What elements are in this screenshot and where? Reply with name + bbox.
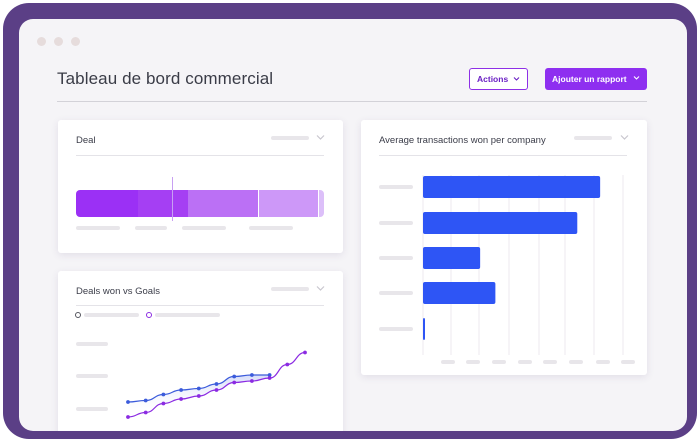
goals-series-won-point bbox=[143, 398, 148, 403]
goals-series-goal-point bbox=[267, 376, 272, 380]
header-divider bbox=[57, 101, 647, 102]
avg-tick-label-placeholder bbox=[543, 360, 557, 364]
deal-card: Deal bbox=[58, 120, 343, 253]
avg-transactions-card: Average transactions won per company bbox=[361, 120, 647, 375]
add-report-button[interactable]: Ajouter un rapport bbox=[545, 68, 647, 90]
card-divider bbox=[76, 155, 324, 156]
goals-series-goal-point bbox=[303, 350, 307, 355]
chevron-down-icon[interactable] bbox=[620, 134, 629, 141]
avg-tick-label-placeholder bbox=[492, 360, 506, 364]
y-axis-label-placeholder bbox=[76, 374, 108, 378]
goals-series-goal-point bbox=[232, 380, 237, 385]
chevron-down-icon[interactable] bbox=[316, 134, 325, 141]
legend-marker-won bbox=[75, 312, 81, 318]
avg-tick-label-placeholder bbox=[621, 360, 635, 364]
deal-segment bbox=[76, 190, 138, 217]
deal-stacked-bar bbox=[76, 190, 324, 217]
chevron-down-icon bbox=[513, 77, 520, 81]
y-axis-label-placeholder bbox=[76, 342, 108, 346]
window-control-maximize[interactable] bbox=[71, 37, 80, 46]
deal-axis-label-placeholder bbox=[249, 226, 293, 230]
goals-series-goal-point bbox=[196, 394, 201, 398]
goals-series-goal-point bbox=[143, 410, 148, 415]
actions-button[interactable]: Actions bbox=[469, 68, 528, 90]
card-filter-placeholder bbox=[271, 136, 309, 140]
avg-bar bbox=[423, 247, 481, 269]
avg-bar bbox=[423, 318, 425, 340]
avg-card-title: Average transactions won per company bbox=[379, 135, 546, 146]
goals-series-won-point bbox=[214, 382, 219, 386]
goals-series-goal-point bbox=[214, 388, 219, 392]
goals-card: Deals won vs Goals bbox=[58, 271, 343, 431]
y-axis-label-placeholder bbox=[76, 407, 108, 411]
avg-bar bbox=[423, 176, 601, 198]
legend-label-placeholder bbox=[155, 313, 220, 317]
goals-series-won-point bbox=[126, 400, 130, 404]
actions-button-label: Actions bbox=[477, 74, 509, 84]
avg-category-label-placeholder bbox=[379, 221, 413, 225]
avg-tick-label-placeholder bbox=[518, 360, 532, 364]
goals-card-title: Deals won vs Goals bbox=[76, 286, 160, 297]
avg-tick-label-placeholder bbox=[569, 360, 583, 364]
avg-bar bbox=[423, 282, 496, 304]
chevron-down-icon bbox=[633, 76, 640, 80]
avg-tick-label-placeholder bbox=[441, 360, 455, 364]
deal-segment bbox=[188, 190, 259, 217]
goals-series-won-point bbox=[161, 392, 166, 397]
goals-series-won-point bbox=[250, 373, 254, 377]
goals-series-goal-point bbox=[285, 362, 290, 367]
deal-marker-line bbox=[172, 177, 173, 221]
avg-category-label-placeholder bbox=[379, 327, 413, 331]
deal-axis-label-placeholder bbox=[76, 226, 120, 230]
app-frame: Tableau de bord commercial Actions Ajout… bbox=[3, 3, 697, 439]
deal-card-title: Deal bbox=[76, 135, 96, 146]
app-window: Tableau de bord commercial Actions Ajout… bbox=[19, 19, 687, 431]
card-filter-placeholder bbox=[574, 136, 612, 140]
goals-series-goal-point bbox=[161, 401, 166, 406]
goals-series-goal-point bbox=[126, 415, 130, 419]
deal-segment bbox=[318, 190, 324, 217]
legend-marker-goals bbox=[146, 312, 152, 318]
avg-bar-chart bbox=[379, 175, 635, 364]
window-control-minimize[interactable] bbox=[54, 37, 63, 46]
goals-series-won-point bbox=[232, 374, 237, 379]
legend-label-placeholder bbox=[84, 313, 139, 317]
goals-series-goal-point bbox=[179, 397, 183, 401]
page-title: Tableau de bord commercial bbox=[57, 69, 274, 88]
avg-tick-label-placeholder bbox=[466, 360, 480, 364]
deal-axis-label-placeholder bbox=[182, 226, 226, 230]
chevron-down-icon[interactable] bbox=[316, 285, 325, 292]
goals-series-won-point bbox=[196, 386, 201, 391]
avg-category-label-placeholder bbox=[379, 256, 413, 260]
card-divider bbox=[76, 305, 324, 306]
deal-segment bbox=[138, 190, 189, 217]
goals-series-won-point bbox=[267, 373, 272, 377]
avg-tick-label-placeholder bbox=[596, 360, 610, 364]
window-control-close[interactable] bbox=[37, 37, 46, 46]
card-divider bbox=[379, 155, 627, 156]
deal-segment bbox=[258, 190, 319, 217]
avg-bar bbox=[423, 212, 578, 234]
deal-axis-label-placeholder bbox=[135, 226, 167, 230]
goals-line-chart bbox=[126, 350, 307, 419]
avg-category-label-placeholder bbox=[379, 185, 413, 189]
add-report-button-label: Ajouter un rapport bbox=[552, 74, 627, 84]
goals-series-goal-point bbox=[250, 379, 254, 383]
card-filter-placeholder bbox=[271, 287, 309, 291]
goals-series-won-point bbox=[179, 388, 183, 392]
avg-category-label-placeholder bbox=[379, 291, 413, 295]
